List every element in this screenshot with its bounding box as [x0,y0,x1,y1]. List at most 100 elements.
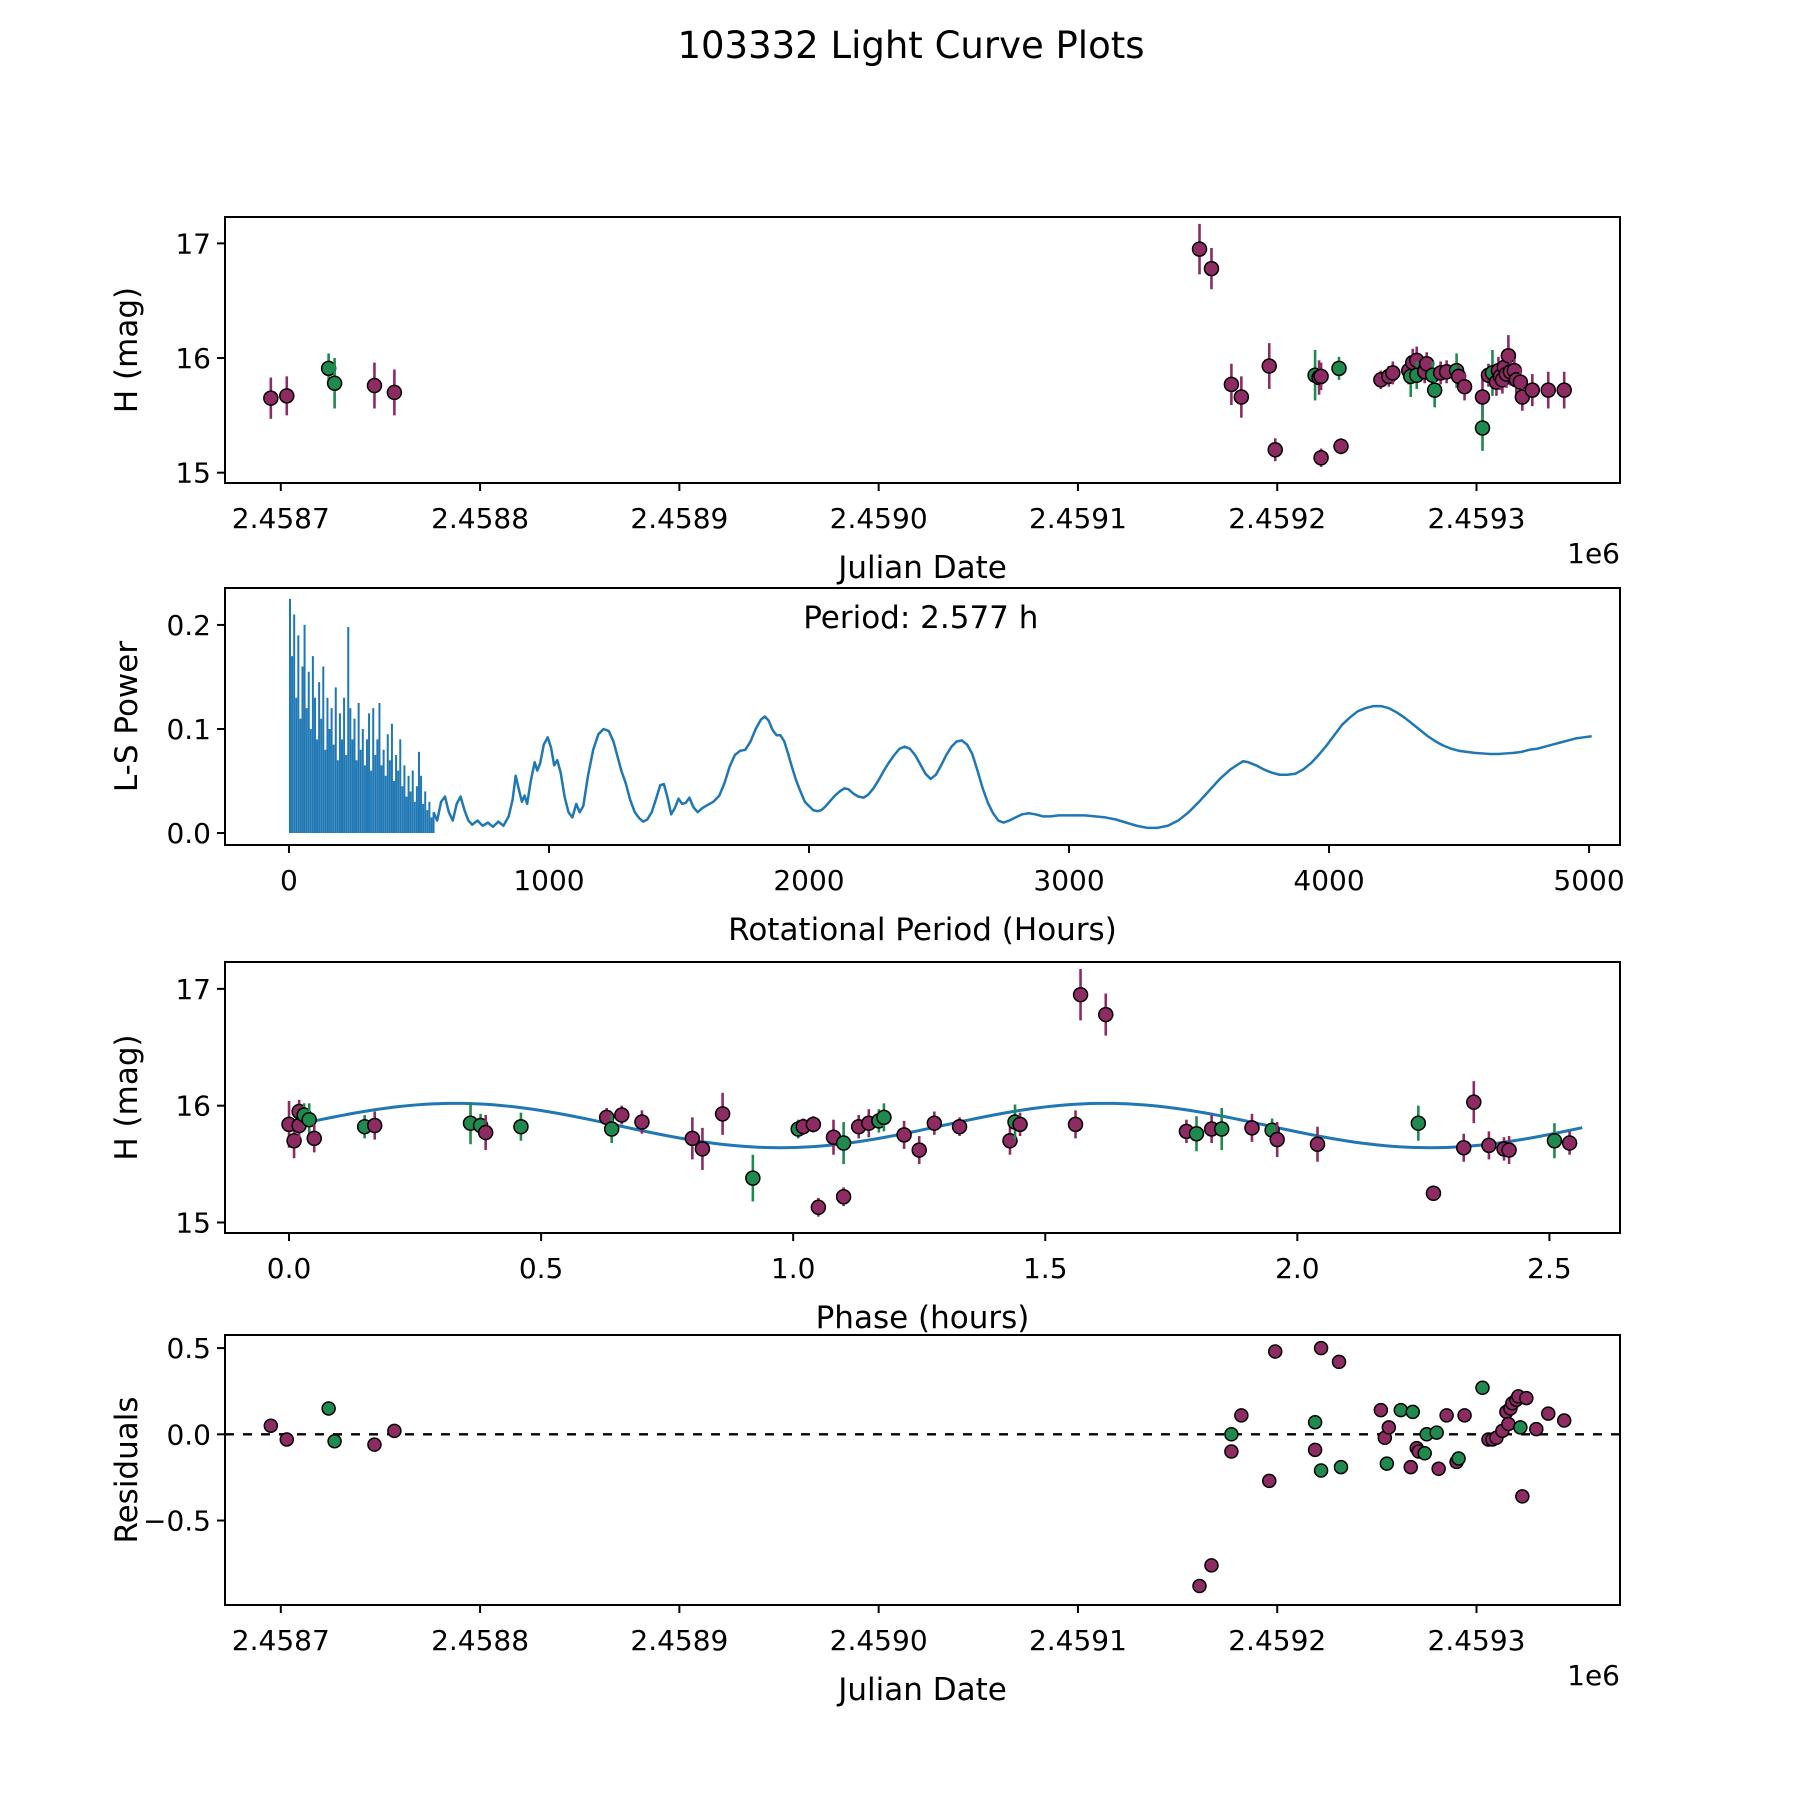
y-axis-label: H (mag) [109,287,145,413]
y-tick-label: 0.2 [166,609,211,642]
x-tick-label: 2.4589 [630,1624,728,1657]
data-point [896,1127,912,1143]
data-point [1556,1413,1572,1428]
data-point [1501,1416,1516,1432]
data-point [951,1118,968,1135]
data-point [1261,358,1278,374]
data-point [714,1106,731,1122]
x-tick-label: 2.0 [1275,1252,1320,1285]
x-tick-label: 0.0 [267,1252,312,1285]
data-point [513,1118,529,1135]
data-point [263,390,279,406]
x-tick-label: 2.4591 [1029,1624,1127,1657]
x-tick-label: 3000 [1033,864,1104,897]
data-point [263,1418,279,1433]
y-tick-label: 0.1 [166,713,211,746]
data-point [1561,1135,1578,1151]
data-point [684,1130,701,1147]
y-tick-label: 17 [175,973,211,1006]
data-point [1267,1344,1283,1359]
data-point [614,1107,630,1123]
phase-chart: 0.0 0.5 1.0 1.5 2.0 2.5 15 16 17 Phase (hours) H (… [109,961,1621,1336]
data-point [1455,1139,1472,1156]
data-point [810,1199,827,1216]
x-tick-label: 2.4587 [232,502,330,535]
data-point [1546,1132,1563,1149]
x-tick-label: 2.4588 [431,502,529,535]
x-tick-label: 2.4593 [1428,1624,1526,1657]
x-tick-label: 1000 [513,864,584,897]
data-point [805,1116,822,1133]
x-axis-label: Rotational Period (Hours) [728,912,1117,948]
x-tick-label: 2.4588 [431,1624,529,1657]
data-point [1429,1425,1444,1440]
data-point [835,1189,852,1205]
axes-frame [224,216,1621,484]
data-point [1002,1132,1018,1149]
axes-frame [224,587,1621,846]
data-point [1425,1185,1442,1202]
x-tick-label: 2.4590 [830,1624,928,1657]
data-point [279,388,295,404]
data-point [366,377,383,394]
data-point [1417,1446,1432,1461]
lightcurve-chart: 2.4587 2.4588 2.4589 2.4590 2.4591 2.4592 2.45… [109,216,1621,586]
data-point [1379,1456,1395,1471]
data-point [1500,347,1517,364]
data-point [1313,1463,1329,1478]
x-tick-label: 2.4593 [1428,502,1526,535]
data-point [1381,1420,1397,1435]
data-point [1309,1136,1326,1152]
data-point [1188,1125,1205,1142]
data-point [911,1142,927,1158]
x-axis-label: Julian Date [836,1672,1007,1708]
data-point [1313,450,1329,466]
x-tick-label: 2.4591 [1029,502,1127,535]
data-point [1307,1442,1323,1458]
data-point [1333,438,1349,455]
data-point [1513,1420,1528,1435]
data-point [1223,376,1240,393]
data-point [1203,260,1220,277]
periodogram-line [432,704,1592,830]
data-point [1267,442,1283,458]
y-tick-label: 15 [175,457,211,490]
x-axis-label: Julian Date [836,550,1007,586]
data-point [1333,1459,1349,1475]
period-annotation: Period: 2.577 h [803,600,1038,636]
data-point [1262,1473,1277,1489]
data-point [387,1423,402,1439]
data-point [1233,389,1250,405]
x-tick-label: 2.4587 [232,1624,330,1657]
data-point [1466,1094,1482,1110]
y-tick-label: 0.0 [166,817,211,850]
data-point [1385,365,1401,381]
data-point [1515,1489,1530,1504]
data-point [1204,1558,1219,1573]
data-point [1313,1340,1329,1356]
data-point [1405,1404,1420,1420]
data-point [1529,1421,1544,1437]
data-point [1307,1414,1323,1430]
data-point [1457,1408,1472,1423]
data-point [634,1114,650,1130]
data-point [1269,1131,1285,1148]
data-point [694,1141,711,1157]
residuals-chart: 2.4587 2.4588 2.4589 2.4590 2.4591 2.4592 2.45… [109,1332,1621,1708]
x-tick-label: 1.5 [1023,1252,1068,1285]
data-point [1067,1116,1084,1133]
data-point [306,1130,322,1147]
data-point [603,1121,620,1137]
data-point [1331,1354,1347,1370]
data-point [1439,1408,1454,1423]
data-point [1072,986,1089,1003]
data-point [327,1433,342,1449]
data-point [745,1170,761,1186]
data-point [1191,241,1208,257]
data-point [366,1117,383,1134]
axis-offset-label: 1e6 [1567,537,1620,570]
data-point [1213,1121,1230,1137]
data-point [1403,1459,1418,1475]
